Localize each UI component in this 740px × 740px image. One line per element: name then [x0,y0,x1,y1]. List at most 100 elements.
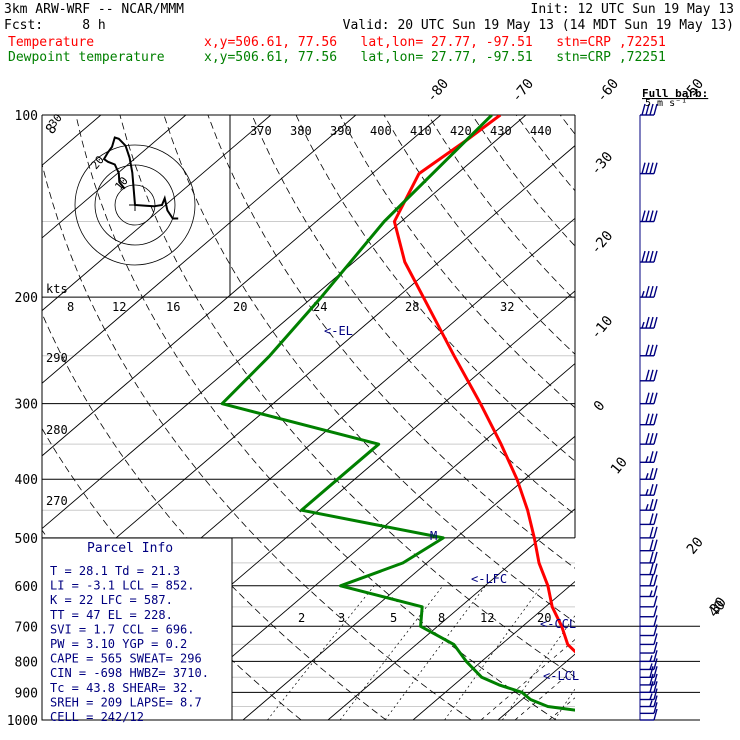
wind-barb-flag [653,344,658,356]
wind-barb [640,451,658,463]
theta-e-label: 16 [166,300,180,314]
wind-barb-flag [645,316,650,329]
wind-barb-flag [649,468,654,480]
wind-barb-flag [653,650,658,662]
wind-barb-half [645,473,649,480]
dry-adiabat-line [427,115,575,301]
temperature-legend-label: Temperature [8,35,95,50]
wind-barb-flag [653,526,658,539]
wind-barb [640,574,658,587]
wind-barb-flag [653,392,658,404]
isotherm-line [242,435,575,720]
theta-label: 430 [490,124,512,138]
wind-barb [640,563,658,576]
wind-barb-flag [649,413,654,425]
wind-barb-flag [645,432,650,445]
parcel-info-row: K = 22 LFC = 587. [50,593,173,607]
isotherm-label-right: -30 [588,149,617,179]
wind-barb-flag [653,432,658,445]
wind-barb-flag [649,344,654,356]
wind-barb-half [645,503,649,511]
hodograph-ring [94,164,176,246]
dry-adiabat-line [207,115,575,569]
mixing-ratio-line [339,585,444,720]
moist-adiabat-line [480,639,575,720]
wind-barb [640,499,658,511]
mixing-ratio-line [384,585,486,720]
wind-barb [640,641,658,654]
wind-barb-flag [653,658,658,670]
dry-adiabat-line [119,115,575,678]
theta-label: 370 [250,124,272,138]
hodograph-ring [74,144,196,266]
barb-legend-units: 5 m s⁻¹ [645,98,687,109]
wind-barb [640,673,658,686]
wind-barb-flag [645,162,650,174]
isotherm-line [42,115,527,530]
wind-barb-flag [645,103,650,116]
pressure-tick-label: 900 [15,686,38,701]
dry-adiabat-line [604,115,740,720]
parcel-info-row: TT = 47 EL = 228. [50,608,173,622]
wind-barb-half [649,590,653,597]
wind-barb-flag [653,285,658,298]
valid-time: Valid: 20 UTC Sun 19 May 13 (14 MDT Sun … [342,18,734,33]
wind-barb-flag [653,695,658,707]
wind-barb [640,539,658,552]
wind-barb-flag [653,539,658,551]
mixing-ratio-label: 5 [390,611,397,625]
ccl-marker: <-CCL [540,617,576,631]
mixing-ratio-line [502,614,575,720]
dry-adiabat-line [559,115,575,135]
wind-barb-half [641,290,645,298]
wind-barb-flag [645,285,650,298]
parcel-info-row: Tc = 43.8 SHEAR= 32. [50,681,195,695]
wind-barb [640,695,658,708]
pressure-tick-label: 500 [15,532,38,547]
wind-barb-flag [653,585,658,597]
theta-e-label: 28 [405,300,419,314]
wind-barb [640,344,658,357]
wind-barb-half [649,663,653,670]
wind-barb [640,513,658,526]
isotherm-line [42,115,187,239]
mixing-ratio-label: 20 [537,611,551,625]
pressure-tick-label: 400 [15,473,38,488]
mixing-ratio-line [444,585,542,720]
pressure-tick-label: 1000 [7,714,38,729]
wind-barb [640,316,658,329]
parcel-info-title: Parcel Info [87,541,173,556]
parcel-info-row: T = 28.1 Td = 21.3 [50,564,180,578]
lcl-marker: <-LCL [543,669,579,683]
theta-label: 400 [370,124,392,138]
wind-barb [640,526,658,539]
wind-barb [640,250,658,263]
dry-adiabat-line [648,115,740,720]
temperature-legend-info: x,y=506.61, 77.56 lat,lon= 27.77, -97.51… [204,35,666,50]
theta-e-label: 8 [67,300,74,314]
wind-barb-flag [653,615,658,627]
wind-barb-flag [653,681,658,693]
wind-barb [640,681,658,694]
theta-e-label: 12 [112,300,126,314]
wind-barb [640,688,658,701]
wind-barb-flag [645,392,650,404]
wind-barb-flag [645,344,650,356]
wind-barb-flag [649,539,654,551]
moist-adiabat-line [617,297,740,720]
wind-barb-flag [653,551,658,564]
wind-barb-flag [653,688,658,700]
wind-barb-flag [653,666,658,678]
isotherm-label-right: -10 [588,313,617,343]
temperature-line [392,115,575,654]
wind-barb-flag [649,563,654,575]
wind-barb-flag [649,451,654,463]
parcel-info-row: SVI = 1.7 CCL = 696. [50,622,195,636]
moist-adiabat-line [651,297,740,720]
wind-barb-flag [653,483,658,496]
level-markers: <-EL <-LFC <-CCL <-LCL M [324,324,579,683]
model-title: 3km ARW-WRF -- NCAR/MMM [4,2,185,17]
wind-barb-flag [653,210,658,222]
isotherm-label-right: 10 [608,454,631,477]
